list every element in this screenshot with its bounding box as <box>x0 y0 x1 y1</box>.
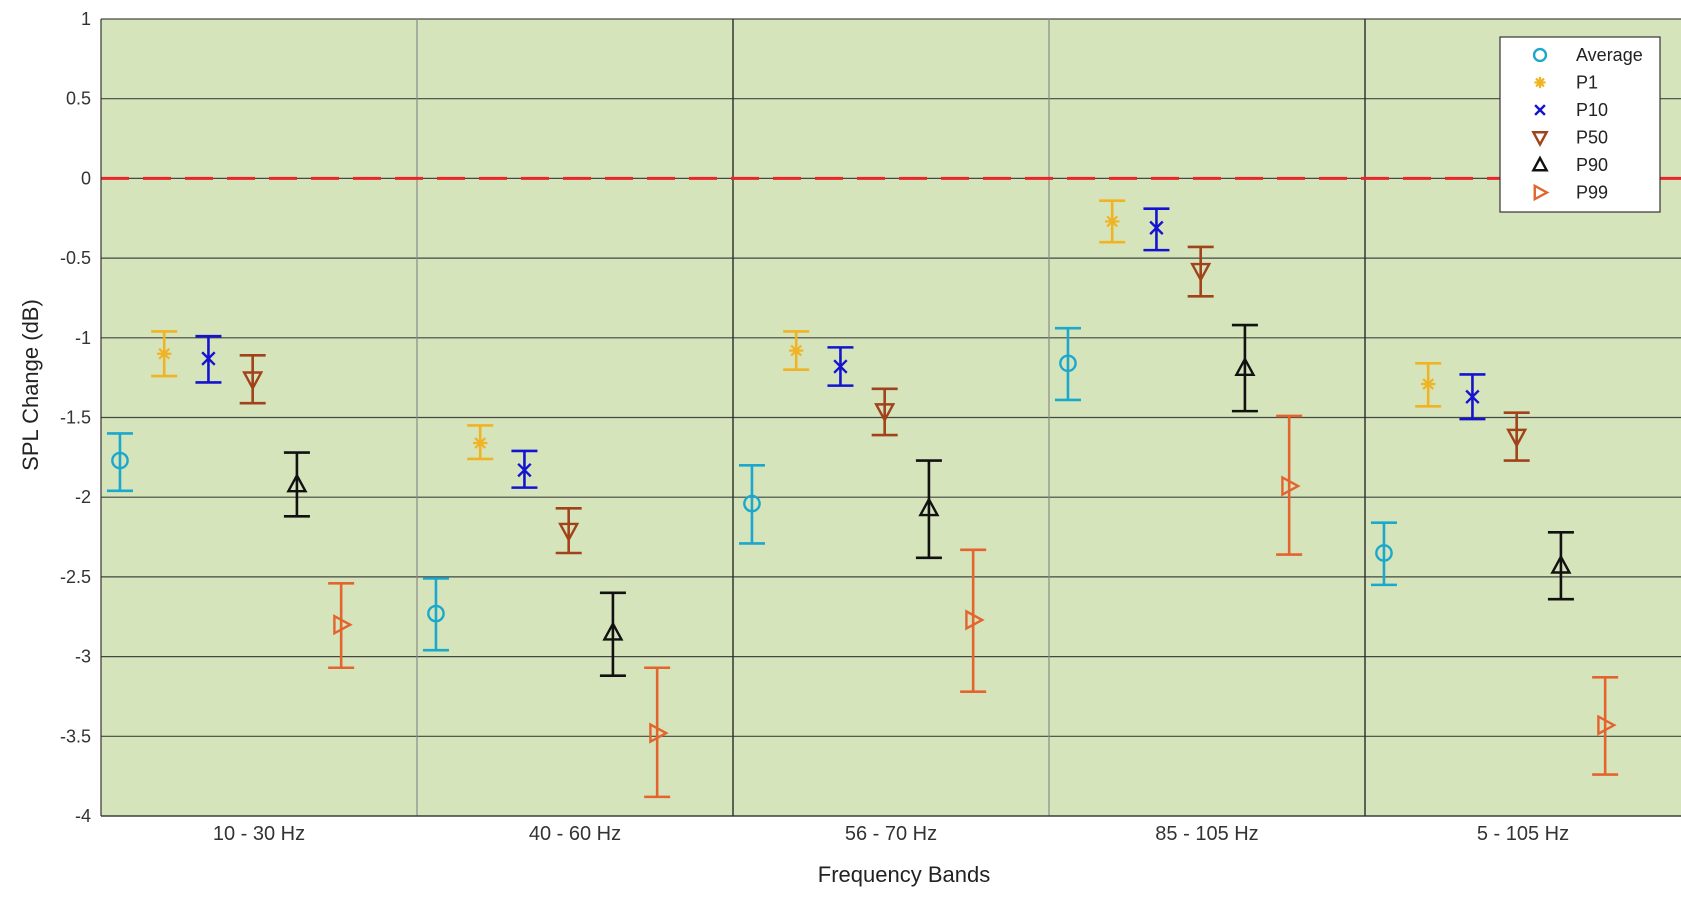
legend-label: P90 <box>1576 155 1608 175</box>
legend-label: P50 <box>1576 128 1608 148</box>
data-point <box>1550 554 1572 574</box>
data-point <box>1597 714 1617 736</box>
legend-marker <box>1531 155 1549 172</box>
x-axis-label: Frequency Bands <box>818 862 990 887</box>
legend-entry: P1 <box>1534 73 1598 93</box>
legend-marker <box>1534 104 1546 116</box>
data-point <box>789 343 804 358</box>
data-point <box>743 494 761 513</box>
y-tick-label: 0.5 <box>66 89 91 109</box>
data-point <box>918 496 940 517</box>
data-point <box>1421 376 1436 392</box>
y-axis-label: SPL Change (dB) <box>18 299 43 471</box>
y-tick-label: -3.5 <box>60 726 91 746</box>
legend-label: P1 <box>1576 73 1598 93</box>
data-point <box>558 522 580 543</box>
legend-label: P10 <box>1576 100 1608 120</box>
x-tick-label: 5 - 105 Hz <box>1477 823 1569 845</box>
series-p1 <box>151 199 1442 461</box>
series-p99 <box>328 414 1619 799</box>
series-p90 <box>283 323 1574 678</box>
y-tick-label: -2 <box>75 487 91 507</box>
data-point <box>1465 389 1480 404</box>
data-point <box>1105 214 1120 229</box>
data-point <box>1281 475 1301 497</box>
x-tick-label: 40 - 60 Hz <box>529 823 621 845</box>
legend-marker <box>1534 76 1546 89</box>
legend-label: P99 <box>1576 183 1608 203</box>
legend-marker <box>1531 131 1549 148</box>
y-tick-label: -3 <box>75 647 91 667</box>
y-tick-label: -4 <box>75 806 91 826</box>
x-tick-label: 56 - 70 Hz <box>845 823 937 845</box>
legend-box <box>1499 36 1661 213</box>
data-point <box>1059 354 1077 373</box>
legend-entry: P99 <box>1533 183 1608 203</box>
data-point <box>286 472 308 493</box>
data-point <box>517 462 532 478</box>
data-point <box>649 722 669 744</box>
y-tick-label: -2.5 <box>60 567 91 587</box>
data-point <box>1149 220 1164 235</box>
data-point <box>1234 356 1256 377</box>
y-tick-label: 0 <box>81 168 91 188</box>
data-point <box>602 621 624 641</box>
data-point <box>1190 262 1212 283</box>
legend-entry: P10 <box>1534 100 1608 120</box>
legend-marker <box>1532 47 1548 63</box>
data-point <box>1375 544 1393 562</box>
series-average <box>106 326 1397 652</box>
data-point <box>874 403 896 423</box>
legend-marker <box>1533 183 1550 202</box>
legend-entry: P50 <box>1531 128 1608 148</box>
data-point <box>473 435 488 451</box>
y-tick-label: -1 <box>75 328 91 348</box>
data-point <box>242 371 264 391</box>
legend-entry: Average <box>1532 45 1643 65</box>
y-tick-label: -1.5 <box>60 408 91 428</box>
data-point <box>157 346 172 361</box>
data-point <box>427 604 445 623</box>
data-point <box>201 351 216 366</box>
series-p50 <box>239 245 1530 555</box>
series-p10 <box>195 207 1486 489</box>
y-tick-label: 1 <box>81 9 91 29</box>
data-point <box>333 614 353 636</box>
x-tick-label: 10 - 30 Hz <box>213 823 305 845</box>
y-tick-label: -0.5 <box>60 248 91 268</box>
data-point <box>111 451 129 470</box>
legend-entry: P90 <box>1531 155 1608 175</box>
data-point <box>833 359 848 374</box>
x-tick-label: 85 - 105 Hz <box>1155 823 1258 845</box>
legend-label: Average <box>1576 45 1643 65</box>
data-point <box>1506 428 1528 449</box>
data-point <box>965 609 985 631</box>
